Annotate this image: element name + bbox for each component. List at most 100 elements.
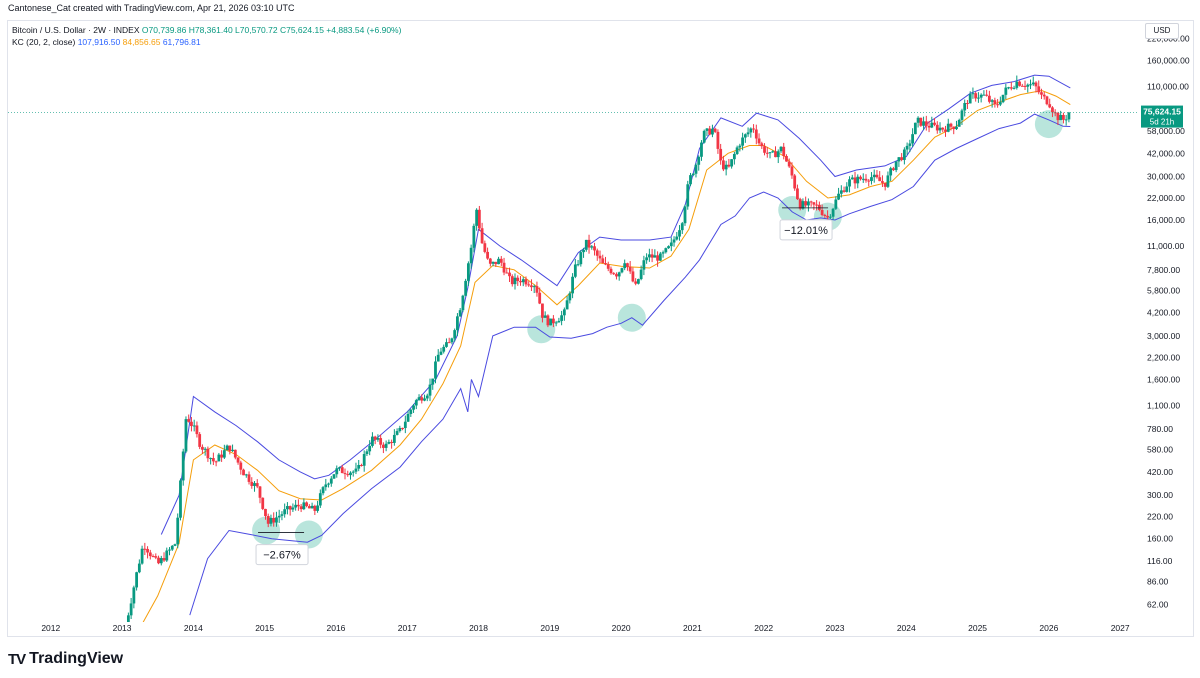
candle-body-25 [192,425,196,427]
candle-body-16 [168,549,171,551]
candle-body-238 [776,151,780,158]
candle-body-287 [911,134,915,144]
candle-body-290 [919,117,923,126]
candle-body-94 [381,444,385,448]
candle-body-254 [820,209,824,216]
x-tick-9: 2021 [683,623,702,633]
x-tick-5: 2017 [398,623,417,633]
candle-body-48 [255,483,259,487]
candle-body-188 [639,269,643,280]
candle-body-95 [384,443,388,448]
candle-body-233 [763,146,766,153]
candle-body-104 [409,409,413,414]
candle-body-281 [894,161,898,171]
y-tick-11: 4,200.00 [1147,308,1180,318]
candle-body-8 [146,548,149,553]
candle-body-191 [647,254,651,258]
candle-body-288 [913,122,917,135]
brand-logo[interactable]: TV TradingView [8,650,123,668]
candle-body-203 [680,223,684,231]
candle-body-115 [439,351,443,355]
candle-body-102 [403,421,407,429]
candle-body-82 [349,472,352,476]
candle-body-214 [711,128,714,135]
candle-body-275 [878,177,882,182]
plot-area [126,74,1071,622]
candle-body-219 [724,164,728,170]
candle-body-343 [1064,119,1068,121]
candle-body-330 [1029,84,1032,86]
candle-body-22 [184,419,188,452]
y-tick-7: 16,000.00 [1147,215,1185,225]
candle-body-289 [916,117,920,123]
candle-body-4 [135,572,139,588]
y-tick-19: 300.00 [1147,490,1173,500]
candle-body-200 [672,239,676,243]
candle-body-295 [933,122,936,125]
candle-body-138 [502,262,506,273]
x-tick-15: 2027 [1111,623,1130,633]
candle-body-45 [247,474,251,482]
candle-body-286 [908,143,912,146]
candle-body-103 [406,413,410,422]
candle-body-269 [861,178,865,180]
candle-body-56 [277,515,281,518]
candle-body-28 [201,446,204,450]
candle-body-221 [730,159,734,167]
candle-body-57 [280,514,284,516]
close-value: C75,624.15 [279,25,324,35]
x-tick-12: 2024 [897,623,916,633]
candle-body-193 [653,255,657,258]
kc-lower-value: 61,796.81 [162,37,201,47]
candle-body-162 [568,293,572,301]
kc-lower-line [189,113,1071,616]
change-value: +4,883.54 (+6.90%) [326,25,402,35]
currency-selector[interactable]: USD [1145,23,1179,39]
candle-body-196 [661,252,665,254]
y-tick-16: 780.00 [1147,424,1173,434]
low-marker-0 [252,516,281,545]
candle-body-242 [787,161,791,167]
candle-body-211 [702,130,706,143]
candle-body-216 [716,131,720,149]
candle-body-253 [817,204,821,210]
candle-body-213 [708,128,712,135]
candle-body-58 [283,509,287,515]
candle-body-24 [190,421,193,427]
candle-body-67 [307,506,311,509]
candle-body-274 [875,174,879,178]
candle-body-35 [220,454,224,458]
candle-body-131 [483,243,487,252]
candle-body-251 [812,202,816,205]
candle-body-6 [140,548,144,564]
candle-body-145 [521,279,525,283]
candle-body-293 [927,125,931,128]
candle-body-170 [590,246,594,248]
candle-body-304 [957,119,961,127]
candle-body-86 [360,465,363,467]
candle-body-328 [1023,85,1027,87]
y-tick-14: 1,600.00 [1147,374,1180,384]
candle-body-3 [132,587,136,604]
candle-body-137 [499,258,503,263]
candle-body-280 [892,168,895,171]
candle-body-164 [573,264,577,277]
candle-body-36 [222,450,226,458]
candle-body-272 [870,177,873,181]
y-tick-12: 3,000.00 [1147,331,1180,341]
candle-body-81 [346,474,350,476]
candle-body-99 [395,431,399,435]
candle-body-197 [664,248,668,253]
candle-body-73 [324,484,328,488]
symbol-legend: Bitcoin / U.S. Dollar · 2W · INDEX O70,7… [12,25,401,35]
candle-body-177 [609,268,613,274]
candle-body-325 [1015,81,1019,88]
candle-body-259 [834,199,838,209]
y-tick-1: 160,000.00 [1147,56,1190,66]
open-value: O70,739.86 [141,25,187,35]
candle-body-316 [990,100,994,102]
x-tick-4: 2016 [326,623,345,633]
candle-body-337 [1048,104,1052,108]
candle-body-1 [126,615,130,622]
